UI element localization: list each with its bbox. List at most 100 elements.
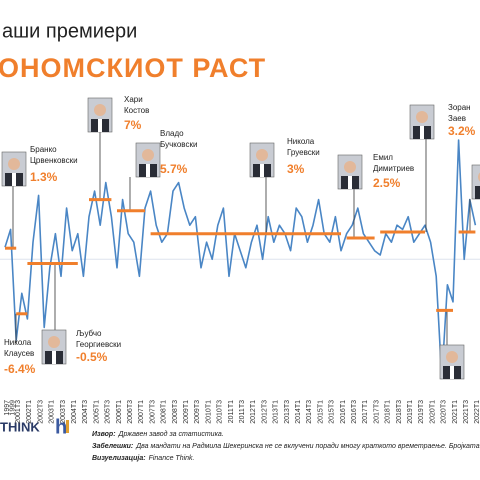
pm-name: Зоран bbox=[448, 103, 471, 112]
portrait-shirt bbox=[12, 173, 16, 186]
logo-bar bbox=[66, 420, 69, 433]
portrait-shirt bbox=[348, 176, 352, 189]
note-text: Државен завод за статистика. bbox=[118, 430, 224, 438]
data-line bbox=[4, 139, 477, 380]
note-label: Забелешки: bbox=[92, 442, 133, 450]
hr-logo: h bbox=[55, 416, 69, 438]
x-tick-label: 2010T3 bbox=[217, 400, 224, 424]
x-tick-label: 2006T3 bbox=[127, 400, 134, 424]
x-tick-label: 2014T3 bbox=[306, 400, 313, 424]
pm-value: 5.7% bbox=[160, 162, 188, 176]
x-tick-label: 2007T3 bbox=[149, 400, 156, 424]
portrait-head bbox=[8, 158, 20, 170]
x-tick-label: 2013T1 bbox=[273, 400, 280, 424]
x-tick-label: 2020T1 bbox=[429, 400, 436, 424]
x-tick-label: 2014T1 bbox=[295, 400, 302, 424]
note-text: Два мандати на Радмила Шекеринска не се … bbox=[135, 442, 480, 450]
portrait-head bbox=[48, 336, 60, 348]
pm-value: -0.5% bbox=[76, 350, 108, 364]
pm-value: 7% bbox=[124, 118, 142, 132]
pm-name: Емил bbox=[373, 153, 393, 162]
portrait-shirt bbox=[450, 366, 454, 379]
portrait bbox=[337, 154, 363, 190]
pm-name: Заев bbox=[448, 114, 466, 123]
x-tick-label: 2008T1 bbox=[161, 400, 168, 424]
pm-value: 2.5% bbox=[373, 176, 401, 190]
portrait-shirt bbox=[260, 164, 264, 177]
pm-name: Бучковски bbox=[160, 140, 197, 149]
portrait bbox=[135, 142, 161, 178]
pm-name: Груевски bbox=[287, 148, 320, 157]
x-tick-label: 2017T3 bbox=[373, 400, 380, 424]
pm-value: -6.4% bbox=[4, 362, 36, 376]
x-tick-label: 2012T3 bbox=[261, 400, 268, 424]
pm-name: Владо bbox=[160, 129, 184, 138]
x-tick-label: 2006T1 bbox=[116, 400, 123, 424]
chart-title: аши премиери bbox=[2, 20, 137, 42]
x-tick-label: 2011T3 bbox=[239, 400, 246, 423]
pm-name: Никола bbox=[287, 137, 315, 146]
x-tick-label: 2009T3 bbox=[194, 400, 201, 424]
pm-value: 3% bbox=[287, 162, 305, 176]
pm-name: Хари bbox=[124, 95, 143, 104]
x-tick-label: 2002T1 bbox=[26, 400, 33, 424]
x-tick-label: 2005T1 bbox=[93, 400, 100, 424]
x-tick-label: 2004T1 bbox=[71, 400, 78, 424]
portrait-head bbox=[344, 161, 356, 173]
x-tick-label: 2012T1 bbox=[250, 400, 257, 424]
x-tick-label: 2020T3 bbox=[441, 400, 448, 424]
x-tick-label: 1999 bbox=[9, 400, 16, 416]
pm-value: 1.3% bbox=[30, 170, 58, 184]
portrait-head bbox=[256, 149, 268, 161]
pm-value: 3.2% bbox=[448, 124, 476, 138]
x-tick-label: 2011T1 bbox=[228, 400, 235, 423]
x-tick-label: 2016T3 bbox=[351, 400, 358, 424]
x-tick-label: 1997 bbox=[4, 400, 11, 416]
portrait-shirt bbox=[52, 351, 56, 364]
pm-name: Црвенковски bbox=[30, 156, 78, 165]
x-tick-label: 2015T1 bbox=[317, 400, 324, 424]
note-label: Визуелизација: bbox=[92, 455, 146, 462]
portrait bbox=[249, 142, 275, 178]
portrait bbox=[41, 329, 67, 365]
portrait bbox=[471, 164, 480, 200]
portrait-head bbox=[416, 111, 428, 123]
x-tick-label: 2019T1 bbox=[407, 400, 414, 424]
portrait-shirt bbox=[98, 119, 102, 132]
x-tick-label: 2022T1 bbox=[474, 400, 480, 424]
logo-mark: h bbox=[55, 416, 67, 438]
x-tick-label: 2016T1 bbox=[340, 400, 347, 424]
portrait bbox=[409, 104, 435, 140]
portrait-frame bbox=[471, 164, 480, 200]
portrait-head bbox=[94, 104, 106, 116]
logo: THINK bbox=[0, 419, 40, 434]
footer-note: Визуелизација: Finance Think. bbox=[92, 455, 195, 462]
x-tick-label: 2003T1 bbox=[49, 400, 56, 424]
pm-name: Љубчо bbox=[76, 329, 102, 338]
x-tick-label: 2013T3 bbox=[284, 400, 291, 424]
x-tick-label: 2021T3 bbox=[463, 400, 470, 424]
pm-name: Бранко bbox=[30, 145, 57, 154]
pm-name: Димитриев bbox=[373, 164, 414, 173]
x-tick-label: 2017T1 bbox=[362, 400, 369, 424]
x-tick-label: 2015T3 bbox=[329, 400, 336, 424]
note-label: Извор: bbox=[92, 431, 116, 438]
portrait-head bbox=[142, 149, 154, 161]
portrait-suit bbox=[475, 186, 480, 199]
x-tick-label: 2004T3 bbox=[82, 400, 89, 424]
portrait-head bbox=[446, 351, 458, 363]
footer-note: Забелешки: Два мандати на Радмила Шекерин… bbox=[92, 442, 480, 450]
pm-name: Костов bbox=[124, 106, 149, 115]
x-tick-label: 2003T3 bbox=[60, 400, 67, 424]
chart-subtitle: ОНОМСКИОТ РАСТ bbox=[0, 53, 266, 83]
x-tick-label: 2007T1 bbox=[138, 400, 145, 424]
x-tick-label: 2002T3 bbox=[37, 400, 44, 424]
x-tick-label: 2018T3 bbox=[396, 400, 403, 424]
x-tick-label: 2018T1 bbox=[385, 400, 392, 424]
pm-name: Клаусев bbox=[4, 349, 34, 358]
x-tick-label: 2010T1 bbox=[205, 400, 212, 424]
x-tick-label: 2021T1 bbox=[452, 400, 459, 424]
pm-name: Георгиевски bbox=[76, 340, 121, 349]
